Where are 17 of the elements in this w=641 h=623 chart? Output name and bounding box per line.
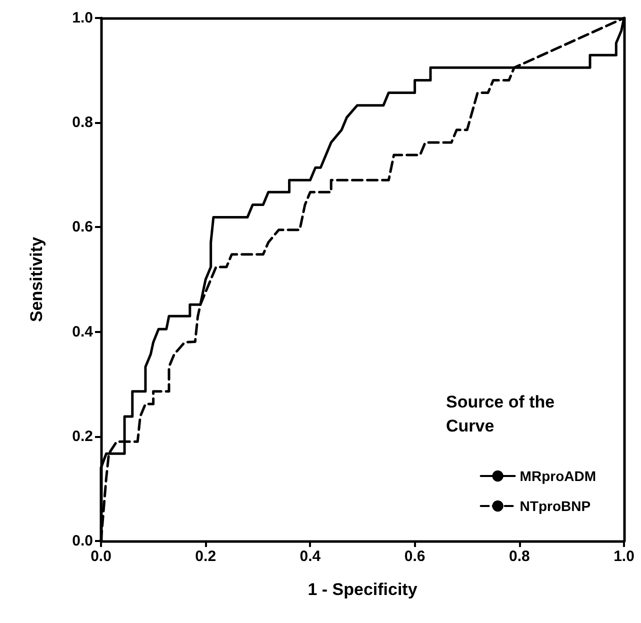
x-tick-label: 0.2 [195, 548, 216, 565]
y-tick-label: 0.4 [72, 323, 94, 340]
legend-title: Source of the Curve [446, 392, 560, 436]
y-tick-label: 1.0 [72, 10, 93, 26]
y-tick-label: 0.0 [72, 532, 93, 550]
y-axis-title: Sensitivity [27, 236, 46, 322]
legend-label: NTproBNP [520, 498, 591, 514]
x-tick-label: 0.6 [404, 548, 426, 565]
legend-label: MRproADM [520, 468, 596, 484]
x-tick-label: 0.0 [90, 548, 112, 565]
x-tick-label: 1.0 [614, 548, 634, 565]
y-tick-label: 0.6 [72, 218, 93, 236]
x-tick-label: 0.4 [300, 548, 322, 565]
y-tick-label: 0.2 [72, 428, 93, 445]
x-tick-label: 0.8 [508, 548, 530, 565]
y-tick-label: 0.8 [72, 114, 93, 132]
x-axis-title: 1 - Specificity [308, 580, 418, 599]
